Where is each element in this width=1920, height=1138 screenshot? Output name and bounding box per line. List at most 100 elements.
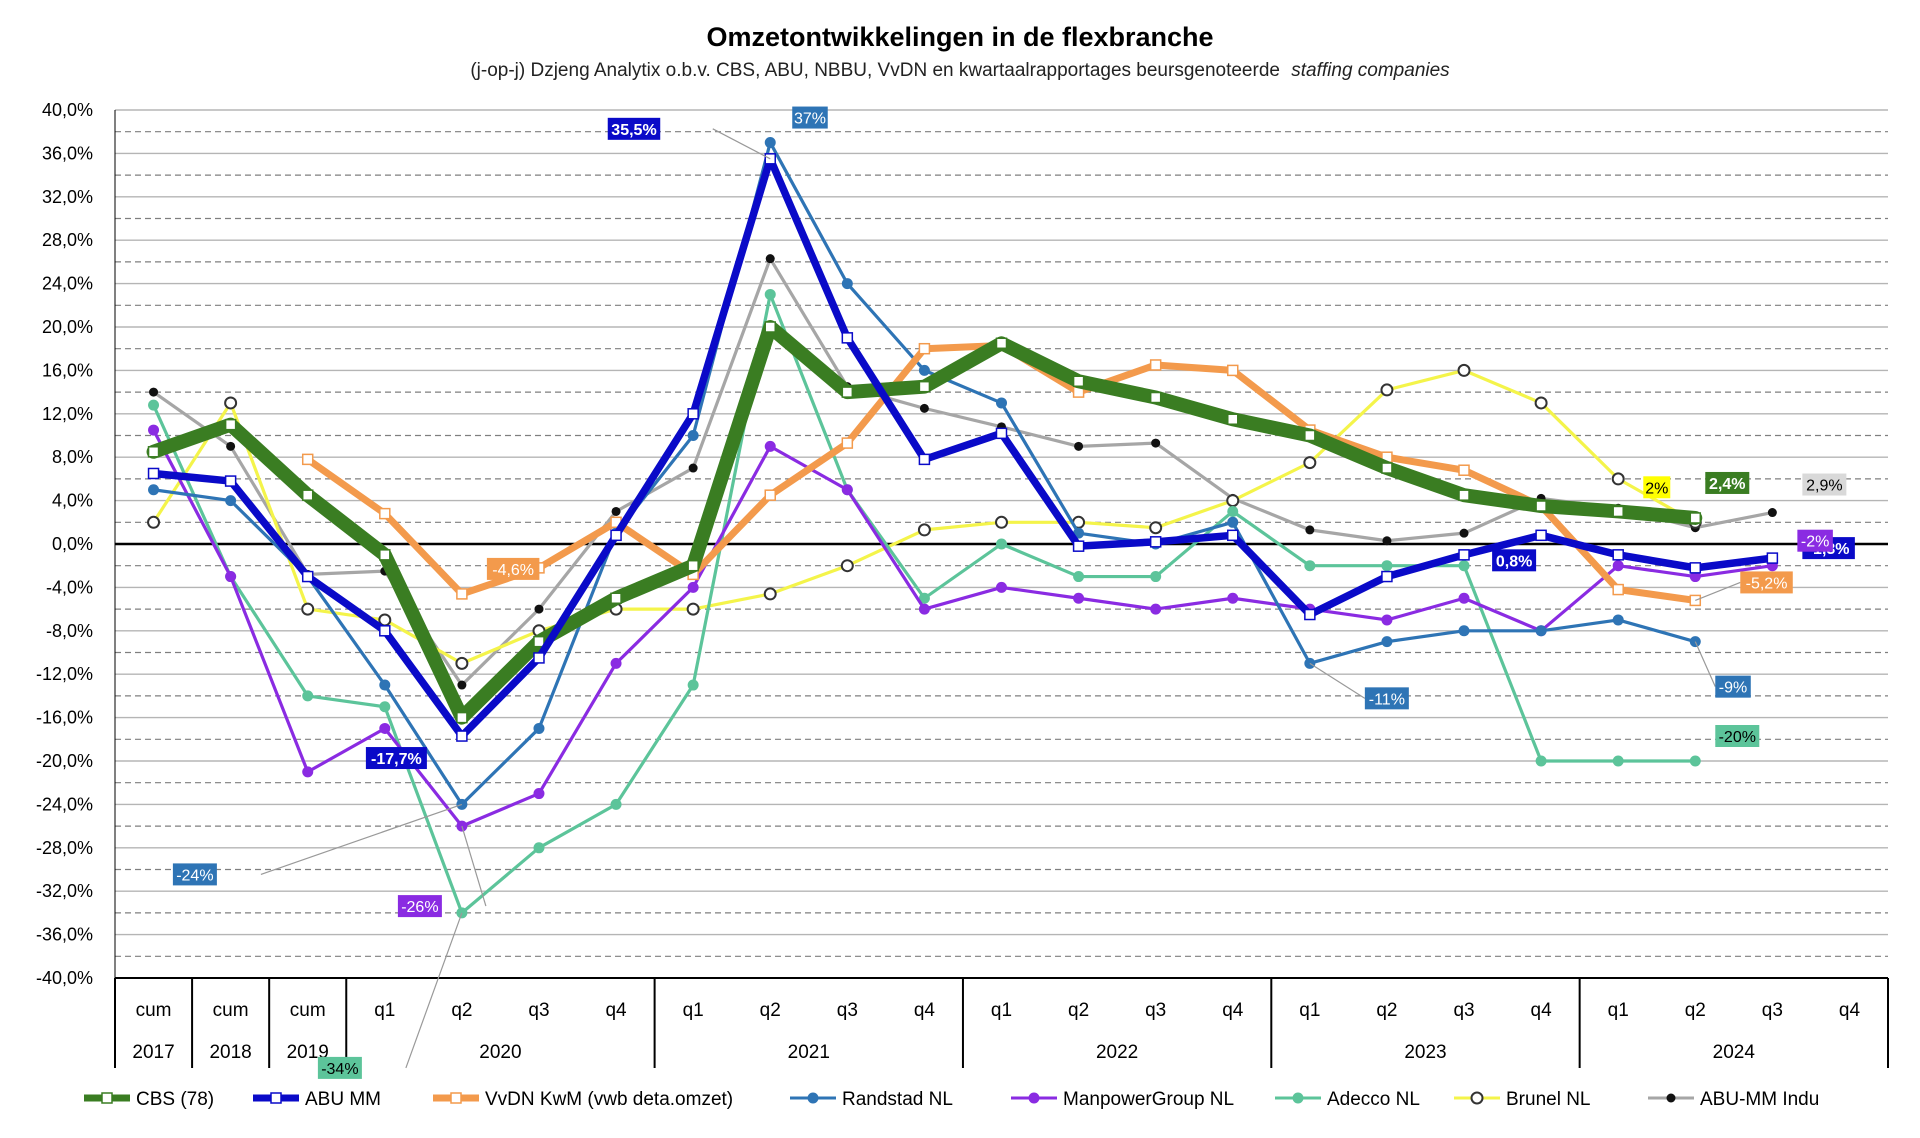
x-category-label: q4 [1839,1000,1861,1021]
data-point-marker [841,332,854,344]
data-point-marker [1074,441,1084,451]
data-point-marker [1458,489,1470,501]
data-point-marker [379,722,391,734]
data-label-box [1740,571,1793,594]
x-category-label: q3 [528,1000,549,1021]
data-point-marker [840,559,854,573]
data-point-marker [534,604,544,614]
data-point-marker [1458,549,1470,561]
data-point-marker [1458,464,1470,476]
data-point-marker [1458,560,1470,572]
data-point-marker [301,453,314,466]
data-point-marker [225,571,237,583]
data-label: -11% [1369,691,1405,708]
data-label-box [1492,549,1537,572]
x-category-label: q2 [1068,1000,1089,1021]
data-point-marker [456,711,468,724]
y-tick-label: -24,0% [36,794,93,814]
data-point-marker [687,679,699,691]
x-category-label: cum [290,1000,326,1021]
data-label: 37% [794,111,826,128]
legend-label: Brunel NL [1506,1089,1591,1110]
data-point-marker [917,523,931,537]
data-point-marker [457,680,467,690]
data-point-marker [1150,603,1162,615]
data-point-marker [996,538,1007,550]
x-category-label: q1 [1608,1000,1629,1021]
data-point-marker [1612,549,1624,561]
series-line [149,155,1777,740]
data-point-marker [456,730,468,742]
chart-title: Omzetontwikkelingen in de flexbranche [706,22,1213,52]
data-label-leader [1694,641,1716,687]
y-tick-label: 36,0% [42,143,93,163]
legend-marker [1470,1091,1484,1105]
series-lines [146,137,1779,919]
y-axis: 40,0% 36,0% 32,0% 28,0% 24,0% 20,0% 16,0% 12,0%… [36,100,93,988]
data-point-marker [1459,528,1469,538]
data-point-marker [1458,625,1470,637]
data-point-marker [1149,391,1162,404]
y-tick-label: 4,0% [52,491,93,511]
data-point-marker [1150,571,1162,583]
data-point-marker [918,364,930,376]
data-point-marker [764,489,776,501]
data-point-marker [148,424,160,436]
y-tick-label: 8,0% [52,447,93,467]
legend-label: Randstad NL [842,1089,953,1110]
data-label-leader [712,128,771,160]
data-point-marker [1227,364,1239,377]
x-category-label: q3 [837,1000,858,1021]
data-label-leader [1309,662,1366,699]
data-point-marker [1304,560,1316,572]
data-point-marker [610,798,622,810]
data-point-marker [224,396,238,410]
data-point-marker [1380,383,1394,397]
series-line [151,257,1774,687]
x-category-label: q1 [683,1000,704,1021]
data-point-marker [995,427,1008,440]
legend-marker [270,1092,282,1104]
data-label-leader [1695,581,1741,601]
data-point-marker [1458,592,1470,604]
x-category-label: q4 [1531,1000,1553,1021]
data-label-box [1715,675,1751,698]
data-point-marker [226,441,236,451]
data-point-marker [1612,755,1624,767]
data-point-marker [1304,429,1316,442]
data-point-marker [1073,592,1085,604]
data-point-marker [918,380,931,393]
data-point-marker [764,288,776,300]
data-point-marker [610,657,622,669]
data-point-marker [687,559,699,572]
data-point-marker [379,701,391,713]
data-point-marker [1073,571,1085,583]
data-point-marker [1149,359,1162,371]
data-label-box [1715,725,1760,747]
x-category-label: q2 [760,1000,781,1021]
data-point-marker [1381,462,1393,474]
data-point-marker [225,495,237,507]
data-point-marker [1227,413,1239,425]
data-point-marker [1381,614,1393,626]
data-point-marker [918,592,930,604]
data-point-marker [1612,583,1624,596]
x-category-label: q2 [1685,1000,1706,1021]
x-category-label: q1 [374,1000,395,1021]
y-tick-label: 32,0% [42,187,93,207]
x-category-label: cum [213,1000,249,1021]
data-point-marker [687,408,699,420]
data-point-marker [533,635,545,648]
y-tick-label: 16,0% [42,360,93,380]
data-point-marker [1766,552,1779,564]
data-point-marker [611,506,621,516]
x-axis: cum cum cum q1 q2 q3 q4 q1 q2 q3 q4 q1 q2 q3 q4 q1 q2 q3 q… [114,978,1889,1068]
data-point-marker [995,337,1008,350]
x-year-label: 2020 [479,1042,521,1063]
y-tick-label: -16,0% [36,708,93,728]
data-point-marker [996,581,1007,593]
data-label: 35,5% [611,122,656,139]
legend-marker [450,1092,462,1104]
y-tick-label: 0,0% [52,534,93,554]
